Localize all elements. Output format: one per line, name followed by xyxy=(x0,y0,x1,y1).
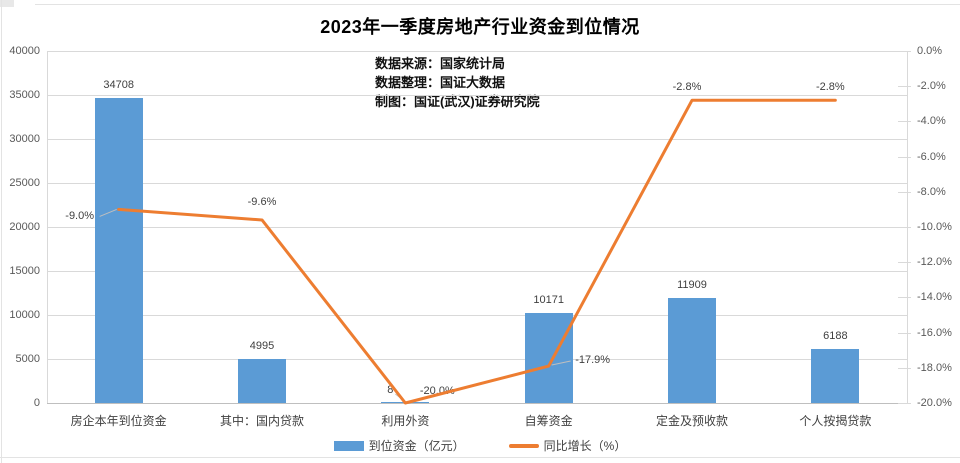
bar-series-swatch-icon xyxy=(333,440,364,451)
bar-value-label: 6188 xyxy=(823,329,848,342)
line-value-label: -9.0% xyxy=(65,210,95,223)
bar xyxy=(668,298,716,403)
bar xyxy=(811,348,860,403)
line-value-label: -9.6% xyxy=(247,195,277,208)
category-label: 房企本年到位资金 xyxy=(70,414,167,428)
bar-value-label: 4995 xyxy=(249,340,275,353)
yoy-growth-line xyxy=(117,98,837,405)
right-axis-tick-mark xyxy=(898,191,911,193)
right-axis-tick-mark xyxy=(898,156,911,158)
gridline xyxy=(47,51,907,52)
bar xyxy=(524,313,573,403)
line-series-swatch-icon xyxy=(508,443,539,448)
bar xyxy=(381,401,430,403)
right-axis-tick-label: -2.0% xyxy=(917,80,946,93)
right-axis-tick-label: -10.0% xyxy=(917,221,952,233)
line-value-label: -20.0% xyxy=(419,385,455,397)
gridline xyxy=(47,139,907,140)
gridline xyxy=(47,183,907,184)
bar xyxy=(238,359,286,403)
category-label: 个人按揭贷款 xyxy=(799,414,872,428)
bar-value-label: 8 xyxy=(387,384,394,396)
right-axis-tick-label: -6.0% xyxy=(917,150,946,163)
category-label: 其中：国内贷款 xyxy=(219,414,305,428)
bar xyxy=(94,97,143,403)
right-axis-tick-mark xyxy=(898,51,911,52)
bar-value-label: 34708 xyxy=(103,78,134,91)
legend-label-bar-series: 到位资金（亿元） xyxy=(368,439,465,453)
category-label: 定金及预收款 xyxy=(655,414,729,428)
leader-line xyxy=(395,393,405,402)
legend-item-bar-series: 到位资金（亿元） xyxy=(333,437,465,454)
gridline xyxy=(47,227,907,228)
right-axis-tick-mark xyxy=(898,227,911,228)
left-border xyxy=(1,0,2,463)
gridline xyxy=(47,95,907,96)
bar-value-label: 11909 xyxy=(677,279,707,292)
category-label: 利用外资 xyxy=(381,414,430,428)
right-axis-tick-mark xyxy=(898,332,911,334)
x-axis-line xyxy=(47,403,907,404)
left-axis-tick-label: 30000 xyxy=(9,133,40,145)
gridline xyxy=(47,271,907,272)
left-axis-tick-label: 15000 xyxy=(9,265,40,277)
right-axis-tick-label: -20.0% xyxy=(917,397,952,409)
left-axis-tick-label: 0 xyxy=(33,397,40,409)
annotation-source: 数据来源：国家统计局 xyxy=(375,56,506,71)
right-axis-tick-mark xyxy=(898,121,911,123)
left-axis-tick-label: 25000 xyxy=(9,177,40,189)
right-axis-tick-mark xyxy=(898,297,911,299)
gridline xyxy=(47,359,907,360)
corner-artifact xyxy=(0,0,14,7)
bottom-border xyxy=(0,457,960,458)
legend-item-line-series: 同比增长（%） xyxy=(508,437,627,454)
line-value-label: -2.8% xyxy=(672,81,702,94)
annotation-compiler: 数据整理：国证大数据 xyxy=(375,75,506,90)
left-axis-line xyxy=(47,51,48,403)
left-axis-tick-label: 5000 xyxy=(15,353,40,365)
chart-title: 2023年一季度房地产行业资金到位情况 xyxy=(320,17,640,37)
left-axis-tick-label: 20000 xyxy=(9,221,40,233)
line-value-label: -17.9% xyxy=(575,354,611,367)
right-axis-tick-mark xyxy=(898,86,911,88)
right-axis-tick-label: -18.0% xyxy=(917,361,952,374)
right-axis-tick-mark xyxy=(898,367,911,369)
legend: 到位资金（亿元） 同比增长（%） xyxy=(15,437,945,454)
right-axis-tick-label: -8.0% xyxy=(917,185,946,198)
right-axis-tick-mark xyxy=(898,403,911,404)
right-axis-tick-label: -16.0% xyxy=(917,326,952,339)
top-border xyxy=(35,4,960,5)
right-axis-line xyxy=(907,51,908,403)
legend-label-line-series: 同比增长（%） xyxy=(543,439,627,453)
right-axis-tick-label: -12.0% xyxy=(917,256,952,269)
bar-value-label: 10171 xyxy=(533,294,564,307)
right-axis-tick-mark xyxy=(898,262,911,264)
line-value-label: -2.8% xyxy=(815,81,845,94)
right-axis-tick-label: -14.0% xyxy=(917,291,952,304)
left-axis-tick-label: 35000 xyxy=(9,89,40,101)
right-axis-tick-label: 0.0% xyxy=(917,45,943,57)
left-axis-tick-label: 40000 xyxy=(9,45,40,57)
category-label: 自筹资金 xyxy=(524,414,573,428)
right-axis-tick-label: -4.0% xyxy=(917,115,946,128)
gridline xyxy=(47,315,907,316)
left-axis-tick-label: 10000 xyxy=(9,309,40,321)
